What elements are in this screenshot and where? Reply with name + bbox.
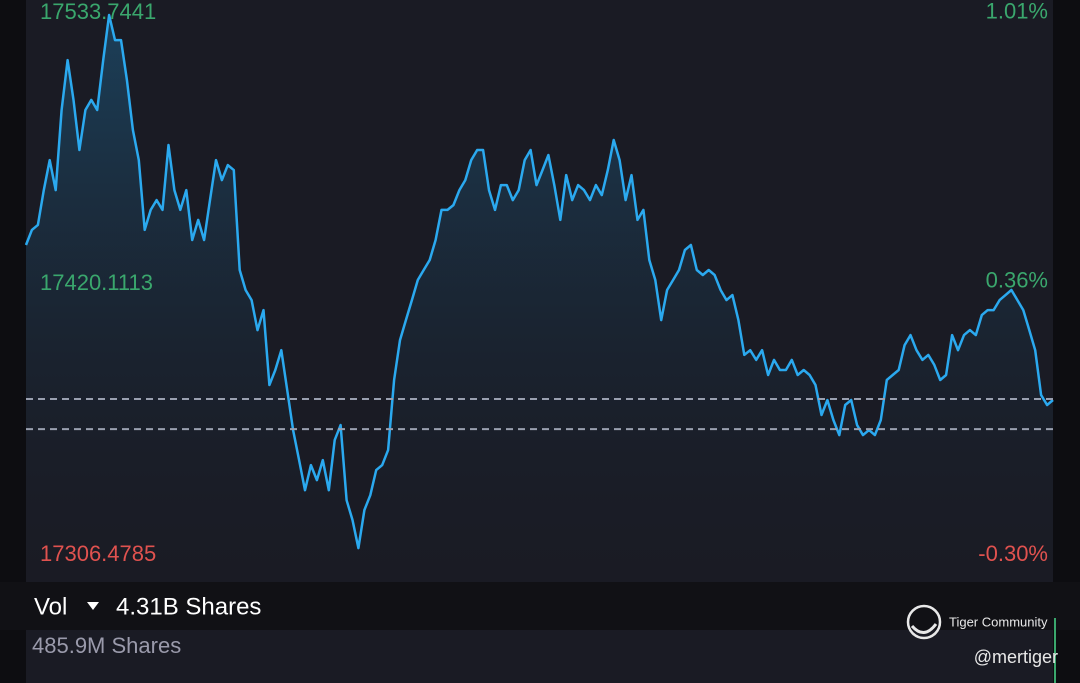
- volume-area: [26, 630, 1053, 683]
- volume-current: 485.9M Shares: [32, 633, 181, 658]
- volume-label: Vol: [34, 593, 67, 620]
- dropdown-icon[interactable]: [87, 602, 99, 610]
- volume-total: 4.31B Shares: [116, 593, 261, 620]
- watermark-brand: Tiger Community: [949, 614, 1048, 629]
- y2-tick-label: -0.30%: [978, 541, 1048, 566]
- area-fill: [26, 15, 1053, 582]
- price-line: [24, 13, 1054, 550]
- logo-mark: [910, 623, 938, 634]
- y-tick-label: 17533.7441: [40, 0, 156, 24]
- y-tick-label: 17420.1113: [40, 270, 153, 295]
- y-tick-label: 17306.4785: [40, 541, 156, 566]
- logo: [906, 604, 942, 640]
- y2-tick-label: 1.01%: [986, 0, 1048, 24]
- y2-tick-label: 0.36%: [986, 268, 1048, 293]
- watermark-user: @mertiger: [974, 647, 1058, 667]
- volume-header: [0, 582, 1080, 630]
